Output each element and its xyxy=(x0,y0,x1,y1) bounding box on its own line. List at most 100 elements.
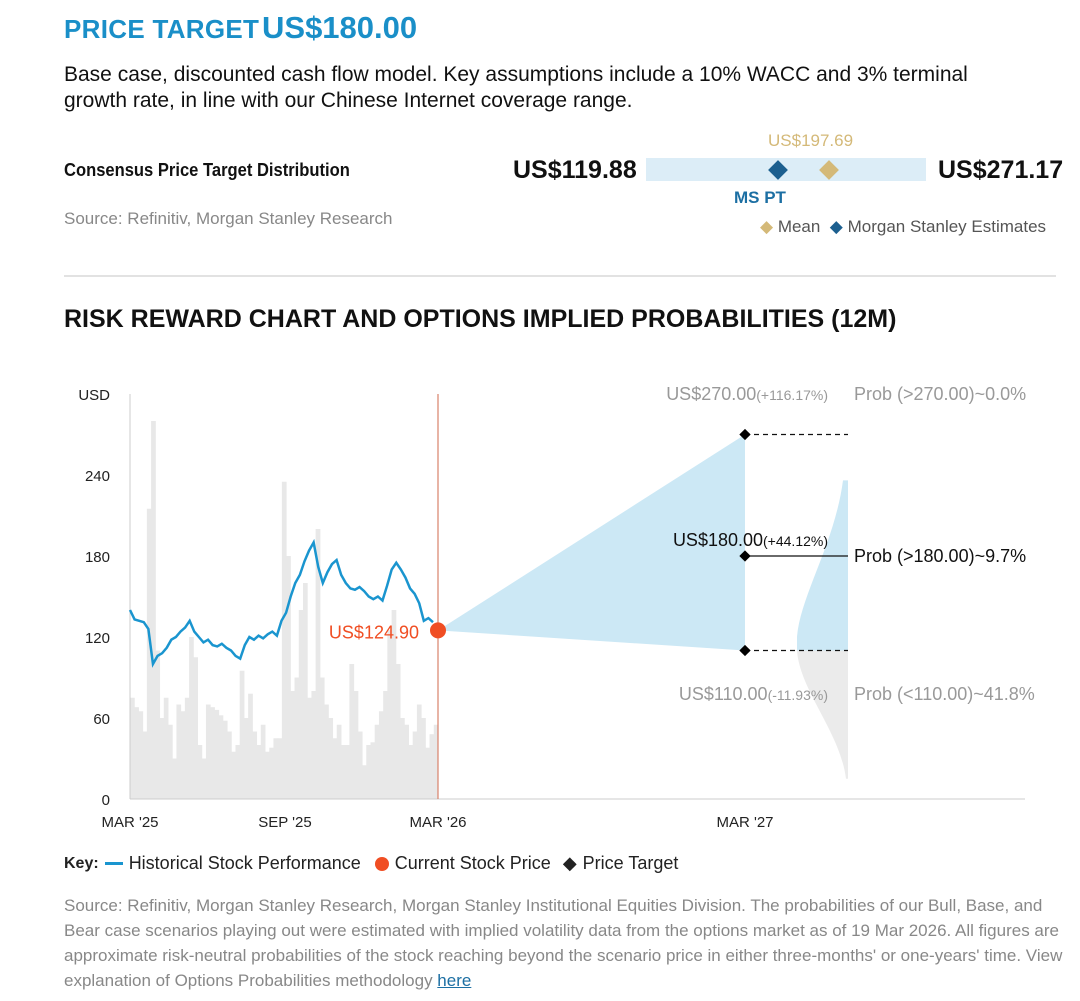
volume-bar xyxy=(319,677,325,799)
consensus-title: Consensus Price Target Distribution xyxy=(64,160,350,180)
volume-bar xyxy=(256,745,262,799)
y-tick-label: 0 xyxy=(102,792,110,809)
consensus-high: US$271.17 xyxy=(938,156,1064,184)
volume-bar xyxy=(412,731,418,799)
volume-bar xyxy=(189,637,194,799)
volume-bar xyxy=(328,718,334,799)
volume-bar xyxy=(433,724,439,799)
ms-pt-label: MS PT xyxy=(734,188,786,207)
price-line xyxy=(128,538,434,668)
price-target-value: US$180.00 xyxy=(262,10,418,45)
consensus-low: US$119.88 xyxy=(513,156,637,184)
current-price-dot xyxy=(430,622,446,639)
volume-bar xyxy=(277,738,283,799)
consensus-source: Source: Refinitiv, Morgan Stanley Resear… xyxy=(64,209,393,228)
volume-bar xyxy=(307,697,312,799)
methodology-link[interactable]: here xyxy=(437,971,472,990)
volume-bar xyxy=(281,481,287,799)
volume-bar xyxy=(155,650,161,799)
scenario-price-bear: US$110.00(-11.93%) xyxy=(679,684,828,704)
volume-bar xyxy=(395,664,401,799)
volume-bar xyxy=(151,421,156,799)
consensus-legend: ◆ Mean ◆ Morgan Stanley Estimates xyxy=(760,217,1046,237)
key-current: Current Stock Price xyxy=(394,853,551,873)
x-tick-label: MAR '26 xyxy=(409,814,466,831)
scenario-prob-base: Prob (>180.00)~9.7% xyxy=(854,546,1026,566)
volume-bar xyxy=(416,704,422,799)
volume-bar xyxy=(231,751,236,799)
scenario-price-base: US$180.00(+44.12%) xyxy=(673,530,828,550)
volume-bar xyxy=(408,745,414,799)
volume-bar xyxy=(134,707,139,799)
volume-bar xyxy=(366,745,371,799)
volume-bar xyxy=(138,711,144,799)
volume-bar xyxy=(214,709,220,799)
volume-bar xyxy=(336,724,342,799)
volume-bar xyxy=(290,691,296,799)
y-tick-label: 180 xyxy=(85,549,110,566)
upside-distribution xyxy=(797,480,848,651)
volume-bar xyxy=(400,718,405,799)
volume-bar xyxy=(142,731,148,799)
divider xyxy=(64,275,1056,277)
current-price-label: US$124.90 xyxy=(329,622,419,642)
price-target-description: Base case, discounted cash flow model. K… xyxy=(64,63,968,112)
scenario-diamond-bear xyxy=(739,644,751,657)
y-axis-label: USD xyxy=(78,387,110,404)
volume-bar xyxy=(184,697,190,799)
scenario-prob-bull: Prob (>270.00)~0.0% xyxy=(854,384,1026,404)
x-tick-label: MAR '27 xyxy=(716,814,773,831)
chart-key: Key: Historical Stock Performance Curren… xyxy=(64,853,678,874)
volume-bar xyxy=(374,724,380,799)
ms-diamond-icon: ◆ xyxy=(829,217,843,236)
volume-bar xyxy=(227,731,232,799)
volume-bar xyxy=(425,747,431,799)
scenario-cone xyxy=(438,434,745,651)
volume-bar xyxy=(239,670,245,799)
section-title: RISK REWARD CHART AND OPTIONS IMPLIED PR… xyxy=(64,305,897,333)
volume-bar xyxy=(265,751,270,799)
volume-bar xyxy=(286,556,291,799)
volume-bar xyxy=(421,718,426,799)
volume-bar xyxy=(404,724,409,799)
volume-bar xyxy=(130,697,135,799)
volume-bar xyxy=(180,711,186,799)
volume-bar xyxy=(243,718,249,799)
volume-bar xyxy=(349,664,355,799)
volume-bar xyxy=(273,738,279,799)
volume-bar xyxy=(315,529,321,799)
volume-bar xyxy=(378,711,384,799)
legend-mean: Mean xyxy=(777,217,821,236)
diamond-icon: ◆ xyxy=(562,853,577,873)
volume-bar xyxy=(201,758,207,799)
volume-bar xyxy=(146,508,152,799)
volume-bar xyxy=(222,720,228,799)
volume-bar xyxy=(387,630,393,799)
volume-bar xyxy=(193,657,199,799)
scenario-prob-bear: Prob (<110.00)~41.8% xyxy=(854,684,1035,704)
volume-bar xyxy=(294,677,300,799)
volume-bar xyxy=(340,745,346,799)
volume-bar xyxy=(248,693,253,799)
footer-text: Source: Refinitiv, Morgan Stanley Resear… xyxy=(64,896,1063,990)
scenario-change: (+116.17%) xyxy=(756,387,828,403)
scenario-price-bull: US$270.00(+116.17%) xyxy=(666,384,828,404)
volume-bar xyxy=(260,724,266,799)
downside-distribution xyxy=(797,650,848,779)
risk-reward-chart: USD 0 60 120 180 240 MAR '25 SEP '25 MAR '26 MAR … xyxy=(78,384,1035,831)
volume-bar xyxy=(252,731,258,799)
volume-bar xyxy=(383,691,388,799)
volume-bar xyxy=(391,610,397,799)
volume-bar xyxy=(167,724,173,799)
volume-bar xyxy=(311,691,317,799)
volume-bar xyxy=(205,704,211,799)
mean-diamond-icon: ◆ xyxy=(760,217,774,236)
key-label: Key: xyxy=(64,854,99,872)
volume-bar xyxy=(176,704,182,799)
volume-bar xyxy=(159,718,165,799)
scenario-change: (+44.12%) xyxy=(763,533,828,549)
scenario-change: (-11.93%) xyxy=(768,687,828,703)
volume-bar xyxy=(172,758,177,799)
footer-source: Source: Refinitiv, Morgan Stanley Resear… xyxy=(64,893,1064,993)
volume-bar xyxy=(269,747,274,799)
